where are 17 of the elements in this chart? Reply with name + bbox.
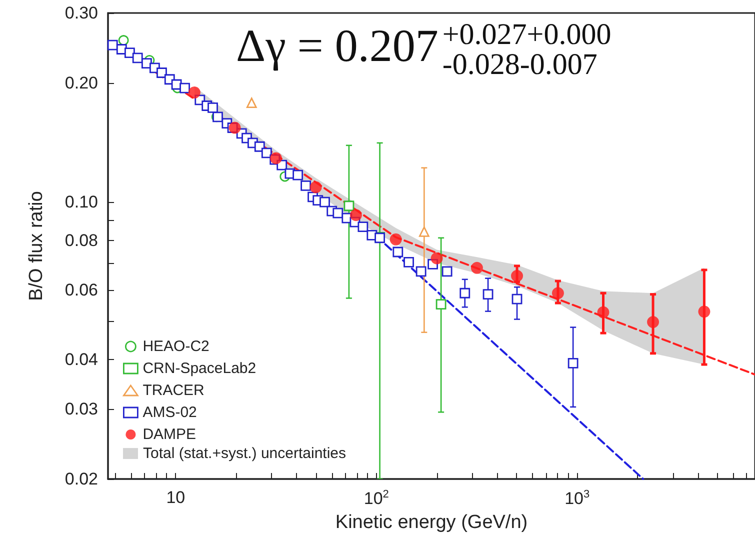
annotation: Total (stat.+syst.) uncertainties bbox=[143, 445, 346, 462]
legend-label: TRACER bbox=[142, 382, 205, 399]
y-tick-label: 0.03 bbox=[64, 400, 98, 419]
y-tick-label: 0.30 bbox=[64, 4, 98, 22]
y-axis-title: B/O flux ratio bbox=[26, 191, 47, 301]
y-tick-label: 0.10 bbox=[64, 192, 98, 212]
y-tick-label: 0.20 bbox=[64, 73, 98, 92]
y-tick-label: 0.08 bbox=[64, 230, 98, 250]
y-tick-label: 0.04 bbox=[64, 350, 98, 370]
x-axis-title: Kinetic energy (GeV/n) bbox=[335, 512, 528, 533]
legend-label: HEAO-C2 bbox=[142, 338, 210, 355]
legend-label: CRN-SpaceLab2 bbox=[142, 360, 256, 377]
y-tick-label: 0.02 bbox=[64, 470, 98, 488]
y-tick-label: 0.06 bbox=[64, 280, 98, 300]
x-tick-label: 10 bbox=[166, 488, 186, 507]
legend-label: DAMPE bbox=[142, 426, 196, 443]
legend-label: AMS-02 bbox=[142, 404, 197, 421]
